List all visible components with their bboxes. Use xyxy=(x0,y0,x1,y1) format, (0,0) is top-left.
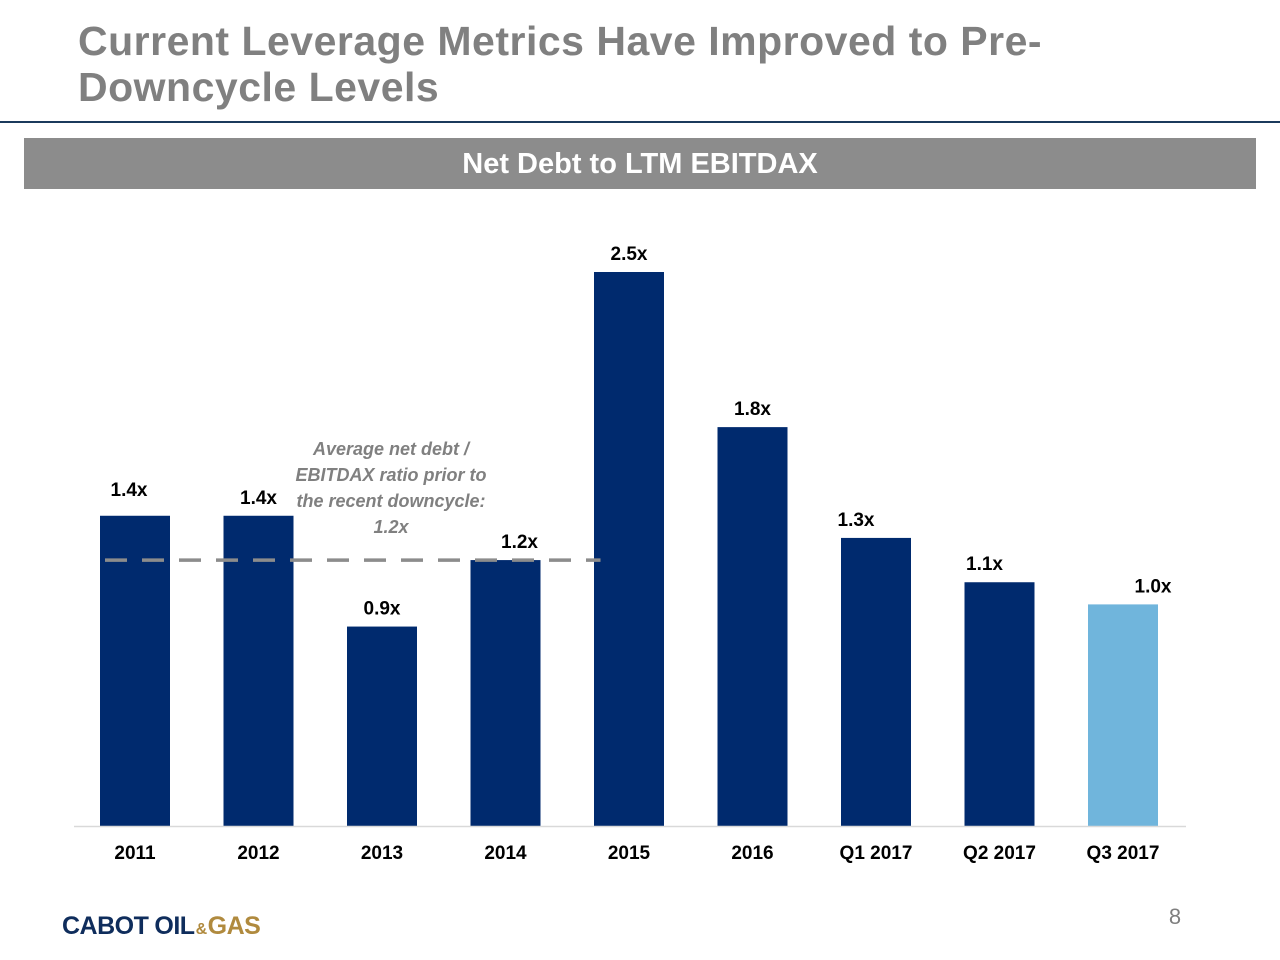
data-label-2015: 2.5x xyxy=(611,244,648,265)
x-tick-2014: 2014 xyxy=(484,843,527,864)
bar-2016 xyxy=(717,427,788,826)
logo-word-2: OIL xyxy=(154,912,195,940)
data-label-2014: 1.2x xyxy=(501,532,538,553)
logo-ampersand: & xyxy=(195,921,208,938)
data-label-q1-2017: 1.3x xyxy=(838,510,875,531)
x-tick-2011: 2011 xyxy=(114,843,156,864)
slide-title: Current Leverage Metrics Have Improved t… xyxy=(78,18,1043,110)
data-label-2012: 1.4x xyxy=(240,488,277,509)
bars-group xyxy=(100,272,1158,826)
bar-chart: 1.4x 1.4x 0.9x 1.2x 2.5x 1.8x 1.3x 1.1x 1.0x 201… xyxy=(74,244,1186,864)
chart-banner: Net Debt to LTM EBITDAX xyxy=(24,138,1256,189)
x-tick-labels-group: 2011 2012 2013 2014 2015 2016 Q1 2017 Q2 2017 Q3… xyxy=(114,843,1159,864)
bar-q2-2017 xyxy=(964,582,1035,826)
title-divider xyxy=(0,121,1280,123)
logo-word-3: GAS xyxy=(207,912,261,940)
x-tick-q3-2017: Q3 2017 xyxy=(1087,843,1160,864)
x-tick-2013: 2013 xyxy=(361,843,403,864)
bar-2011 xyxy=(100,515,170,826)
x-tick-2012: 2012 xyxy=(237,843,279,864)
company-logo: CABOT OIL&GAS xyxy=(62,910,261,942)
data-labels-group: 1.4x 1.4x 0.9x 1.2x 2.5x 1.8x 1.3x 1.1x 1.0x xyxy=(111,244,1172,620)
logo-word-1: CABOT xyxy=(62,912,149,940)
bar-2013 xyxy=(347,626,417,826)
data-label-2016: 1.8x xyxy=(734,399,771,420)
x-tick-q2-2017: Q2 2017 xyxy=(963,843,1036,864)
x-tick-q1-2017: Q1 2017 xyxy=(840,843,913,864)
data-label-2011: 1.4x xyxy=(111,480,148,501)
x-tick-2016: 2016 xyxy=(731,843,773,864)
bar-2012 xyxy=(223,515,294,826)
page-number: 8 xyxy=(1168,904,1182,929)
data-label-2013: 0.9x xyxy=(364,599,401,620)
data-label-q2-2017: 1.1x xyxy=(966,554,1003,575)
bar-q1-2017 xyxy=(841,537,911,826)
x-tick-2015: 2015 xyxy=(608,843,651,864)
bar-2014 xyxy=(470,560,541,826)
data-label-q3-2017: 1.0x xyxy=(1135,576,1172,597)
average-annotation: Average net debt / EBITDAX ratio prior t… xyxy=(295,439,487,537)
bar-2015 xyxy=(594,272,664,826)
bar-q3-2017 xyxy=(1088,604,1158,826)
